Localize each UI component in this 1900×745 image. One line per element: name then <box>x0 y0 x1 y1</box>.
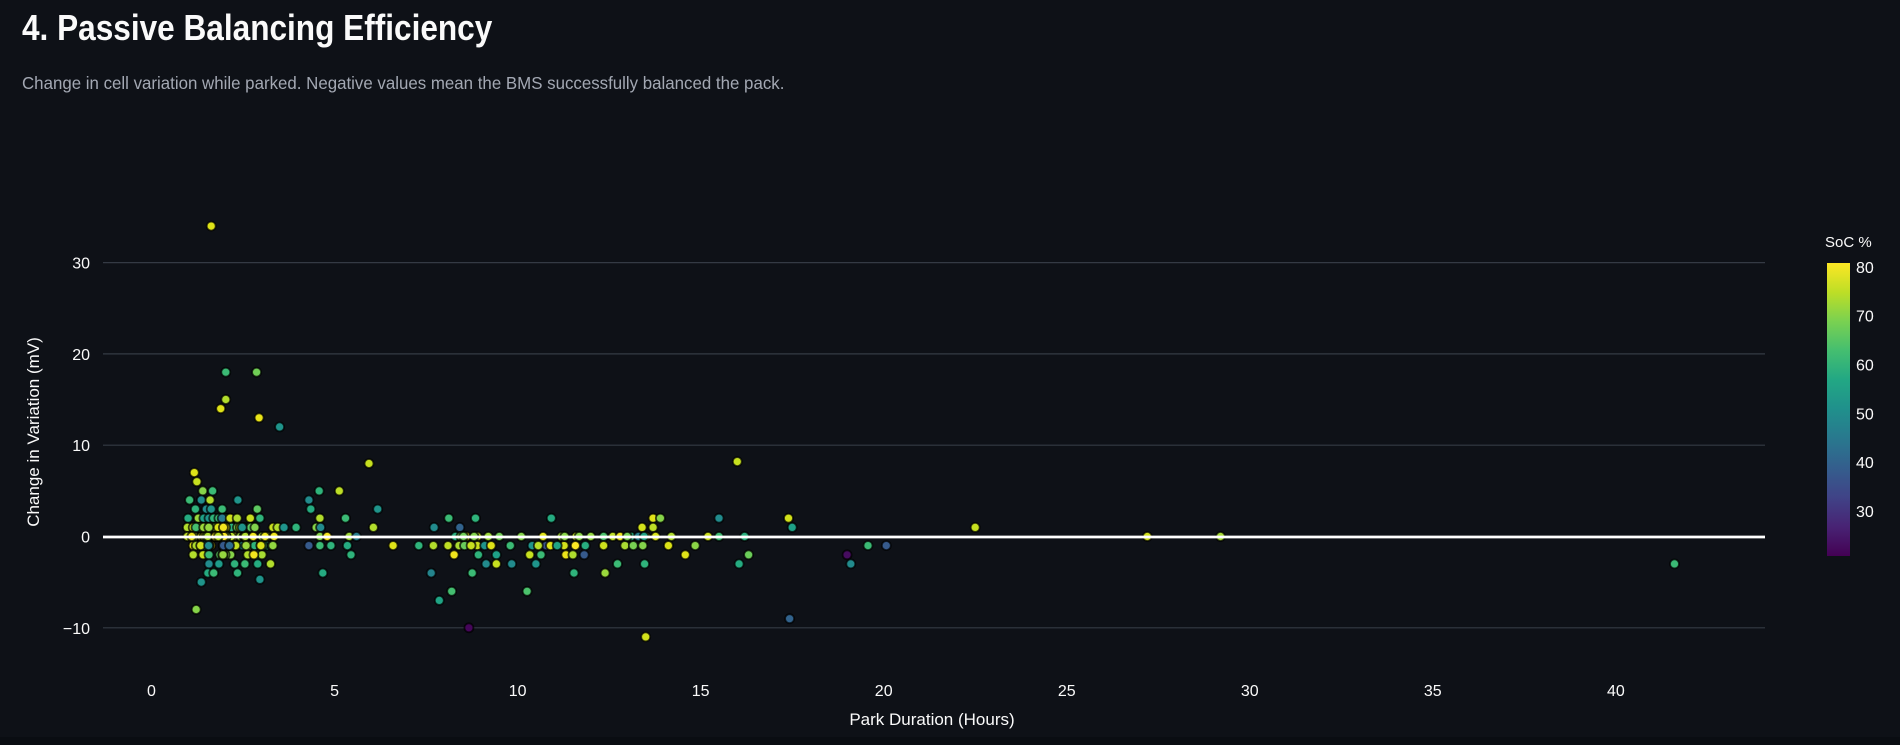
svg-text:SoC %: SoC % <box>1825 234 1872 251</box>
svg-text:20: 20 <box>72 347 90 364</box>
svg-text:40: 40 <box>1607 683 1625 700</box>
svg-text:40: 40 <box>1856 455 1874 472</box>
svg-text:0: 0 <box>81 530 90 547</box>
svg-text:−10: −10 <box>63 621 90 638</box>
svg-text:Park Duration (Hours): Park Duration (Hours) <box>849 710 1014 729</box>
svg-text:60: 60 <box>1856 358 1874 375</box>
svg-text:35: 35 <box>1424 683 1442 700</box>
svg-text:30: 30 <box>1856 504 1874 521</box>
svg-text:10: 10 <box>72 438 90 455</box>
svg-text:Change in Variation (mV): Change in Variation (mV) <box>24 337 43 527</box>
svg-text:15: 15 <box>692 683 710 700</box>
svg-text:30: 30 <box>1241 683 1259 700</box>
svg-text:0: 0 <box>147 683 156 700</box>
svg-text:70: 70 <box>1856 309 1874 326</box>
svg-text:20: 20 <box>875 683 893 700</box>
svg-text:30: 30 <box>72 256 90 273</box>
svg-text:25: 25 <box>1058 683 1076 700</box>
svg-text:5: 5 <box>330 683 339 700</box>
svg-text:10: 10 <box>509 683 527 700</box>
svg-text:50: 50 <box>1856 406 1874 423</box>
svg-text:80: 80 <box>1856 260 1874 277</box>
